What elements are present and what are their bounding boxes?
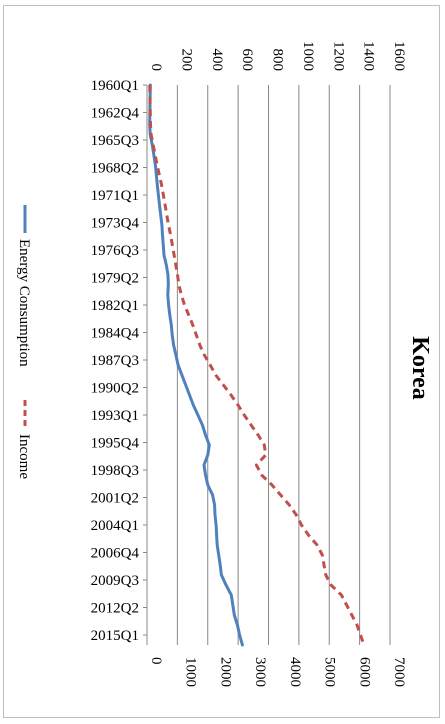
y-right-tick-label: 6000: [356, 657, 372, 687]
y-right-tick-label: 0: [148, 657, 164, 665]
income-line: [148, 84, 366, 646]
x-tick-label: 1962Q4: [91, 106, 140, 122]
legend-label: Income: [16, 434, 32, 479]
legend-item: Energy Consumption: [16, 205, 32, 367]
y-left-tick-label: 1200: [330, 41, 346, 71]
x-tick-label: 1998Q3: [91, 463, 139, 479]
x-tick-label: 2015Q1: [91, 628, 139, 644]
series-lines: [148, 83, 366, 647]
y-left-tick-label: 800: [270, 49, 286, 72]
y-left-tick-label: 200: [178, 49, 194, 72]
y-right-tick-label: 4000: [287, 657, 303, 687]
x-tick-label: 1965Q3: [91, 133, 139, 149]
x-tick-label: 1968Q2: [91, 161, 139, 177]
y-left-tick-label: 1400: [361, 41, 377, 71]
x-tick-label: 1995Q4: [91, 436, 140, 452]
x-tick-label: 2006Q4: [91, 546, 140, 562]
y-left-tick-label: 600: [239, 49, 255, 72]
x-tick-label: 2009Q3: [91, 573, 139, 589]
y-right-tick-label: 5000: [322, 657, 338, 687]
x-tick-label: 1987Q3: [91, 353, 139, 369]
x-tick-label: 1984Q4: [91, 326, 140, 342]
y-left-tick-label: 0: [148, 64, 164, 72]
legend-item: Income: [16, 400, 32, 479]
axes: [143, 84, 148, 645]
y-left-tick-label: 1000: [300, 41, 316, 71]
x-tick-label: 1982Q1: [91, 298, 139, 314]
legend-label: Energy Consumption: [16, 239, 32, 367]
y-right-tick-label: 1000: [183, 657, 199, 687]
y-right-tick-label: 2000: [217, 657, 233, 687]
energy-consumption-line: [148, 83, 244, 647]
x-tick-label: 1976Q3: [91, 243, 139, 259]
legend: Energy Consumption Income: [16, 205, 32, 479]
chart-frame: [3, 5, 440, 718]
chart-title: Korea: [407, 336, 433, 400]
tick-labels: 0 200 400 600 800 1000 1200 1400 1600 0 1000 2000 30…: [91, 41, 407, 687]
x-tick-label: 2001Q2: [91, 491, 139, 507]
y-left-tick-label: 400: [209, 49, 225, 72]
x-tick-label: 1960Q1: [91, 78, 139, 94]
x-tick-label: 1973Q4: [91, 216, 140, 232]
x-tick-label: 1979Q2: [91, 271, 139, 287]
x-tick-label: 1993Q1: [91, 408, 139, 424]
y-right-tick-label: 7000: [391, 657, 407, 687]
x-tick-label: 2012Q2: [91, 601, 139, 617]
x-tick-label: 2004Q1: [91, 518, 139, 534]
y-left-tick-label: 1600: [391, 41, 407, 71]
x-tick-label: 1990Q2: [91, 381, 139, 397]
x-tick-label: 1971Q1: [91, 188, 139, 204]
y-right-tick-label: 3000: [252, 657, 268, 687]
gridlines: [176, 85, 391, 645]
